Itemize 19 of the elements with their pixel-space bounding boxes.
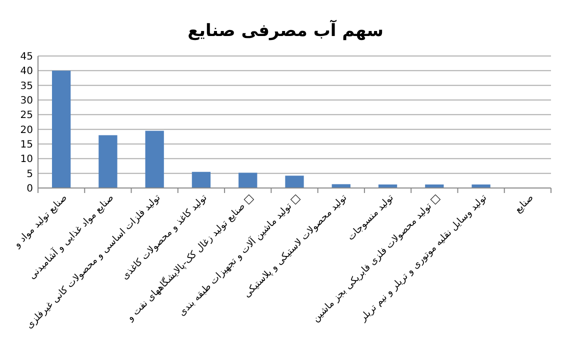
chart-title: سهم آب مصرفی صنایع <box>188 19 384 41</box>
y-tick-label: 10 <box>20 154 33 166</box>
bar <box>52 70 71 188</box>
bar <box>285 176 304 188</box>
y-tick-label: 40 <box>20 66 33 78</box>
y-tick-label: 15 <box>20 140 33 150</box>
bar <box>192 172 211 188</box>
bar <box>238 172 258 188</box>
y-tick-label: 0 <box>26 184 33 194</box>
y-tick-label: 35 <box>20 80 33 92</box>
bar <box>332 184 350 188</box>
y-tick-label: 5 <box>26 168 33 180</box>
y-tick-label: 20 <box>20 124 33 136</box>
x-tick-label: صنایع <box>512 192 536 216</box>
bar <box>145 130 164 188</box>
bar <box>98 135 118 188</box>
y-tick-label: 30 <box>20 96 33 106</box>
y-tick-label: 25 <box>20 110 33 122</box>
y-tick-label: 45 <box>20 52 33 62</box>
